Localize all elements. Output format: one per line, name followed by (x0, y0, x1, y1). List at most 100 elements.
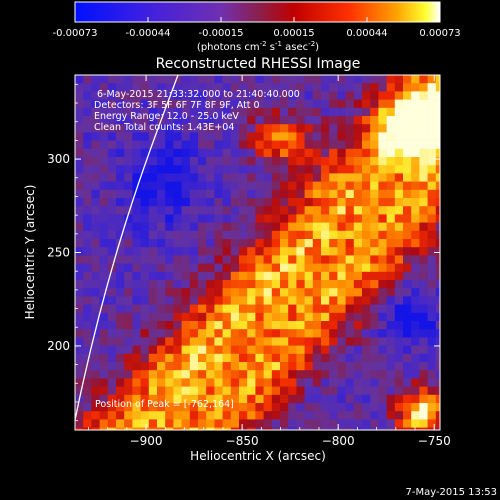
image-pixel (419, 206, 428, 215)
image-pixel (296, 378, 305, 387)
image-pixel (148, 353, 158, 363)
image-pixel (230, 181, 240, 191)
image-pixel (435, 157, 440, 166)
image-pixel (148, 362, 158, 371)
image-pixel (75, 140, 84, 150)
image-pixel (337, 427, 346, 430)
image-pixel (140, 107, 150, 117)
image-pixel (370, 239, 379, 248)
image-pixel (99, 403, 109, 412)
image-pixel (296, 99, 305, 109)
image-pixel (222, 394, 232, 404)
image-pixel (403, 288, 412, 297)
image-pixel (362, 271, 371, 281)
image-pixel (165, 337, 174, 346)
image-pixel (198, 157, 207, 166)
image-pixel (214, 271, 223, 281)
image-pixel (239, 189, 248, 199)
image-pixel (378, 329, 387, 338)
y-tick-label: 250 (47, 246, 70, 260)
image-pixel (304, 386, 314, 396)
image-pixel (394, 296, 404, 305)
image-pixel (165, 230, 174, 240)
image-pixel (239, 263, 248, 273)
image-pixel (378, 280, 387, 289)
image-pixel (337, 214, 346, 223)
image-pixel (181, 99, 191, 109)
image-pixel (271, 288, 281, 297)
image-pixel (321, 394, 330, 404)
image-pixel (83, 337, 92, 346)
image-pixel (394, 83, 404, 92)
image-pixel (91, 165, 100, 174)
image-pixel (148, 329, 158, 338)
image-pixel (304, 353, 314, 363)
image-pixel (206, 403, 215, 412)
image-pixel (91, 222, 100, 232)
image-pixel (403, 189, 412, 199)
image-pixel (247, 337, 256, 346)
image-pixel (173, 116, 182, 125)
image-pixel (288, 222, 297, 232)
image-pixel (403, 255, 412, 264)
image-pixel (157, 288, 166, 297)
image-pixel (214, 116, 223, 125)
image-pixel (107, 165, 117, 174)
image-pixel (329, 189, 338, 199)
image-pixel (255, 329, 264, 338)
image-pixel (378, 321, 387, 330)
image-pixel (345, 148, 355, 158)
image-pixel (116, 329, 125, 338)
image-pixel (116, 99, 125, 109)
image-pixel (345, 189, 355, 199)
image-pixel (362, 116, 371, 125)
image-pixel (239, 239, 248, 248)
image-pixel (321, 140, 330, 150)
image-pixel (214, 239, 223, 248)
image-pixel (427, 107, 437, 117)
image-pixel (255, 419, 264, 428)
image-pixel (386, 206, 396, 215)
image-pixel (263, 239, 273, 248)
image-pixel (222, 288, 232, 297)
image-pixel (206, 107, 215, 117)
image-pixel (181, 312, 191, 322)
image-pixel (288, 353, 297, 363)
image-pixel (345, 91, 355, 100)
image-pixel (189, 427, 199, 430)
image-pixel (378, 345, 387, 355)
image-pixel (206, 271, 215, 281)
image-pixel (165, 107, 174, 117)
image-pixel (189, 370, 199, 379)
image-pixel (255, 198, 264, 207)
image-pixel (435, 230, 440, 240)
image-pixel (189, 394, 199, 404)
image-pixel (353, 403, 363, 412)
image-pixel (214, 230, 223, 240)
image-pixel (378, 75, 387, 84)
image-pixel (296, 427, 305, 430)
image-pixel (353, 124, 363, 133)
image-pixel (329, 378, 338, 387)
image-pixel (263, 296, 273, 305)
image-pixel (411, 214, 420, 223)
image-pixel (157, 165, 166, 174)
image-pixel (214, 107, 223, 117)
image-pixel (386, 394, 396, 404)
image-pixel (132, 370, 141, 379)
image-pixel (304, 165, 314, 174)
image-pixel (304, 288, 314, 297)
image-pixel (206, 214, 215, 223)
image-pixel (312, 263, 322, 273)
image-pixel (83, 83, 92, 92)
image-pixel (271, 386, 281, 396)
image-pixel (230, 116, 240, 125)
image-pixel (296, 83, 305, 92)
image-pixel (386, 132, 396, 141)
image-pixel (181, 255, 191, 264)
image-pixel (91, 263, 100, 273)
image-pixel (157, 247, 166, 256)
image-pixel (337, 255, 346, 264)
image-pixel (239, 321, 248, 330)
image-pixel (165, 353, 174, 363)
